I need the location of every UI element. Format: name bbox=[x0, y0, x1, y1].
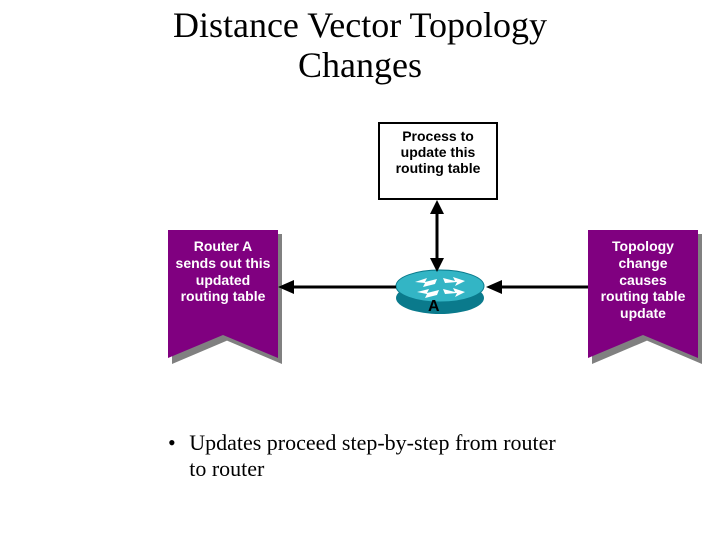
arrow-right bbox=[486, 278, 588, 296]
slide-title: Distance Vector Topology Changes bbox=[0, 0, 720, 85]
arrow-left bbox=[278, 278, 396, 296]
arrow-vertical bbox=[428, 200, 446, 272]
bullet-text: Updates proceed step-by-step from router… bbox=[189, 430, 569, 483]
process-box: Process to update this routing table bbox=[378, 122, 498, 200]
router-icon bbox=[395, 268, 485, 316]
bullet-marker: • bbox=[168, 430, 176, 456]
router-label: A bbox=[428, 298, 440, 316]
title-line-2: Changes bbox=[298, 45, 422, 85]
bullet-item: • Updates proceed step-by-step from rout… bbox=[168, 430, 569, 483]
title-line-1: Distance Vector Topology bbox=[173, 5, 547, 45]
